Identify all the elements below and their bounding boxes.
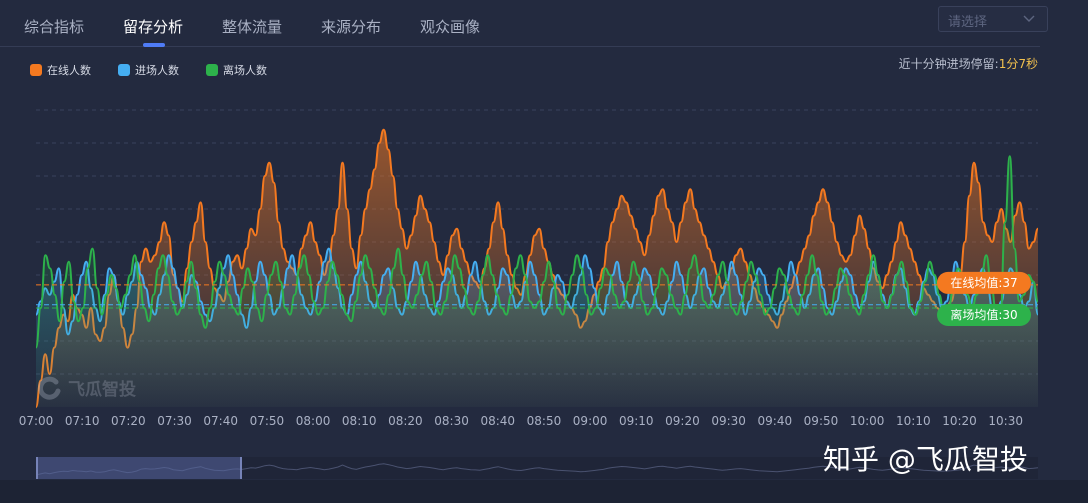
active-tab-indicator [143,43,165,47]
legend-label-online: 在线人数 [47,64,91,77]
x-tick-label: 10:30 [988,414,1023,428]
x-tick-label: 09:30 [711,414,746,428]
tab-traffic[interactable]: 整体流量 [222,18,283,36]
x-tick-label: 08:00 [296,414,331,428]
x-tick-label: 09:00 [573,414,608,428]
x-tick-label: 07:20 [111,414,146,428]
x-tick-label: 10:10 [896,414,931,428]
legend-swatch-online [30,64,42,76]
tab-bar: 综合指标 留存分析 整体流量 来源分布 观众画像 [0,0,1040,47]
average-badge-2 [937,304,1031,326]
select-placeholder: 请选择 [948,15,988,30]
x-tick-label: 08:10 [342,414,377,428]
average-label-0: 在线均值:37 [950,275,1017,290]
period-select[interactable]: 请选择 [938,6,1048,32]
legend-label-leave: 离场人数 [223,64,267,77]
series-line-2[interactable] [35,155,1039,349]
datazoom-window[interactable] [36,457,242,479]
retention-chart: 在线均值:37 离场均值:30 07:00 07:10 07:20 07:30 07:40 0… [19,109,1039,428]
x-tick-label: 09:50 [804,414,839,428]
series-area-2 [36,156,1038,407]
x-tick-label: 09:20 [665,414,700,428]
legend-swatch-enter [118,64,130,76]
tab-audience[interactable]: 观众画像 [420,18,481,36]
x-tick-label: 08:30 [434,414,469,428]
stay-duration-label: 近十分钟进场停留: [898,57,999,71]
chart-brand-watermark: 飞瓜智投 [36,375,136,402]
x-tick-label: 10:00 [850,414,885,428]
feigua-logo-icon [37,376,61,400]
x-tick-label: 10:20 [942,414,977,428]
tab-retention[interactable]: 留存分析 [123,18,184,36]
bottom-band [0,480,1088,503]
x-tick-label: 08:50 [527,414,562,428]
x-tick-label: 09:10 [619,414,654,428]
series-line-0[interactable] [35,128,1039,408]
x-tick-label: 07:50 [250,414,285,428]
x-tick-label: 07:10 [65,414,100,428]
stay-duration-value: 1分7秒 [998,57,1038,71]
tab-overview[interactable]: 综合指标 [24,18,85,36]
site-watermark: 知乎 @飞瓜智投 [823,443,1028,476]
stay-duration: 近十分钟进场停留:1分7秒 [899,55,1038,72]
x-tick-label: 07:00 [19,414,54,428]
legend-label-enter: 进场人数 [135,64,179,77]
x-tick-label: 09:40 [758,414,793,428]
x-tick-label: 08:40 [480,414,515,428]
x-tick-label: 07:30 [157,414,192,428]
chevron-down-icon [1023,15,1035,22]
average-badge-0 [937,271,1031,294]
legend-item-leave[interactable]: 离场人数 [206,62,267,78]
tab-source[interactable]: 来源分布 [321,18,382,36]
legend-item-online[interactable]: 在线人数 [30,62,91,78]
x-tick-label: 08:20 [388,414,423,428]
average-label-2: 离场均值:30 [950,307,1017,322]
brand-name: 飞瓜智投 [68,380,136,400]
legend-swatch-leave [206,64,218,76]
x-tick-label: 07:40 [203,414,238,428]
legend-item-enter[interactable]: 进场人数 [118,62,179,78]
